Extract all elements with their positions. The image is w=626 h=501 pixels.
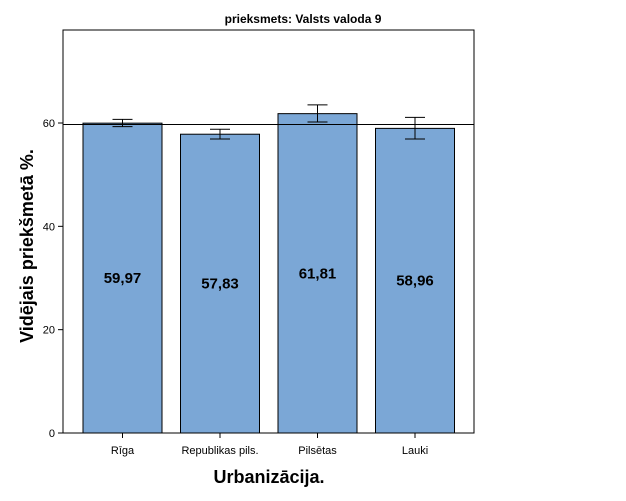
data-label: 59,97 (104, 270, 142, 287)
y-axis-title: Vidējais priekšmetā %. (17, 149, 37, 343)
y-tick-label: 0 (49, 428, 55, 440)
x-tick-label: Rīga (111, 445, 135, 457)
chart-title: prieksmets: Valsts valoda 9 (225, 12, 382, 26)
x-tick-label: Pilsētas (298, 445, 337, 457)
y-tick-label: 20 (43, 325, 55, 337)
y-tick-label: 60 (43, 118, 55, 130)
bar (82, 122, 163, 434)
x-axis-title: Urbanizācija. (213, 467, 324, 487)
data-label: 61,81 (299, 265, 337, 282)
bar (375, 127, 455, 434)
data-label: 58,96 (396, 273, 434, 290)
x-tick-label: Lauki (402, 445, 428, 457)
x-tick-label: Republikas pils. (181, 445, 258, 457)
data-label: 57,83 (201, 276, 239, 293)
bar (277, 113, 358, 434)
y-tick-label: 40 (43, 221, 55, 233)
